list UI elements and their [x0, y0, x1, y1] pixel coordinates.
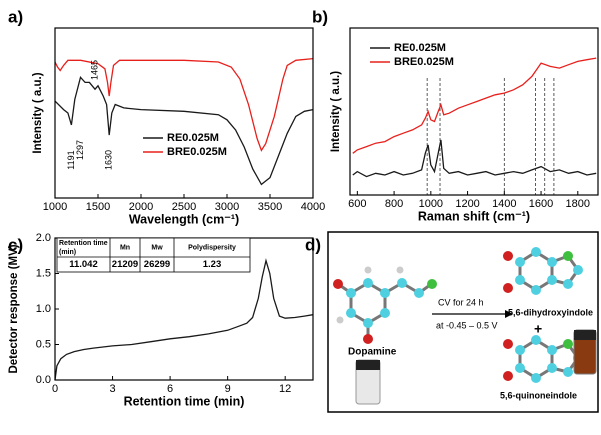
x-axis-label: Retention time (min): [124, 394, 245, 408]
x-tick-label: 1000: [419, 198, 443, 210]
dopamine-molecule: [333, 266, 437, 344]
x-tick-label: 800: [385, 198, 403, 210]
data-line: [352, 139, 597, 178]
data-line: [54, 57, 314, 152]
table-frame: [56, 237, 251, 273]
table-header: Retention time (min): [59, 240, 108, 256]
data-table: Retention time (min) Mn Mw Polydispersity 11.…: [56, 237, 251, 273]
arrow-head: [505, 310, 513, 318]
peak-label: 1297: [75, 140, 85, 160]
legend-label: BRE0.025M: [394, 56, 454, 68]
plot-frame: [349, 27, 599, 196]
x-tick-label: 600: [348, 198, 366, 210]
data-line: [54, 258, 314, 381]
x-tick-label: 4000: [301, 201, 325, 213]
product-molecule: [503, 247, 583, 295]
table-header: Polydispersity: [188, 244, 236, 251]
x-tick-label: 6: [167, 383, 173, 395]
condition-label: CV for 24 h: [438, 297, 484, 307]
y-tick-label: 1.5: [36, 267, 51, 279]
legend-label: RE0.025M: [394, 42, 446, 54]
panel-label: c): [8, 235, 23, 254]
x-tick-label: 12: [279, 383, 291, 395]
legend-label: BRE0.025M: [167, 146, 227, 158]
table-cell: 1.23: [203, 259, 222, 270]
table-header: Mw: [151, 244, 163, 251]
product-label: 5,6-quinoneindole: [500, 390, 577, 400]
legend-label: RE0.025M: [167, 132, 219, 144]
vial-cap: [356, 360, 380, 370]
peak-label: 1630: [104, 150, 114, 170]
table-header: Mn: [120, 244, 130, 251]
x-tick-label: 1200: [455, 198, 479, 210]
x-tick-label: 1800: [566, 198, 590, 210]
vial-cap: [574, 330, 596, 340]
table-cell: 26299: [144, 259, 170, 270]
y-tick-label: 0.0: [36, 374, 51, 386]
x-axis-label: Wavelength (cm⁻¹): [129, 212, 239, 226]
table-cell: 11.042: [69, 259, 98, 270]
y-axis-label: Detector response (MV): [8, 244, 20, 373]
x-tick-label: 1400: [492, 198, 516, 210]
table-header-line: (min): [59, 249, 76, 256]
y-tick-label: 1.0: [36, 303, 51, 315]
y-tick-label: 2.0: [36, 232, 51, 244]
peak-label: 1191: [66, 150, 76, 169]
data-line: [54, 75, 314, 186]
plus-sign: +: [534, 321, 542, 337]
x-tick-label: 3500: [258, 201, 282, 213]
diagram-frame: [327, 231, 599, 413]
x-tick-label: 2000: [129, 201, 153, 213]
condition-label: at -0.45 – 0.5 V: [436, 320, 498, 330]
plot-frame: [54, 27, 314, 199]
product-molecule: [503, 335, 583, 383]
x-tick-label: 3000: [215, 201, 239, 213]
x-tick-label: 3: [109, 383, 115, 395]
start-label: Dopamine: [348, 347, 397, 358]
x-tick-label: 2500: [172, 201, 196, 213]
panel-label: a): [8, 7, 23, 26]
y-tick-label: 0.5: [36, 338, 51, 350]
x-tick-label: 1000: [43, 201, 67, 213]
diagram: d) Dopamine CV for 24 h at -0.45 – 0.5 V: [305, 231, 599, 413]
y-axis-label: Intensity ( a.u.): [330, 71, 342, 152]
panel-label: b): [312, 7, 328, 26]
table-header-line: Retention time: [59, 240, 108, 247]
y-axis-label: Intensity ( a.u.): [32, 72, 44, 153]
peak-label: 1465: [89, 60, 99, 80]
x-tick-label: 1600: [529, 198, 553, 210]
product-label: 5,6-dihydroxyindole: [508, 307, 593, 317]
data-line: [352, 57, 597, 154]
x-axis-label: Raman shift (cm⁻¹): [418, 209, 530, 223]
x-tick-label: 0: [52, 383, 58, 395]
x-tick-label: 9: [225, 383, 231, 395]
table-cell: 21209: [112, 259, 138, 270]
x-tick-label: 1500: [86, 201, 110, 213]
